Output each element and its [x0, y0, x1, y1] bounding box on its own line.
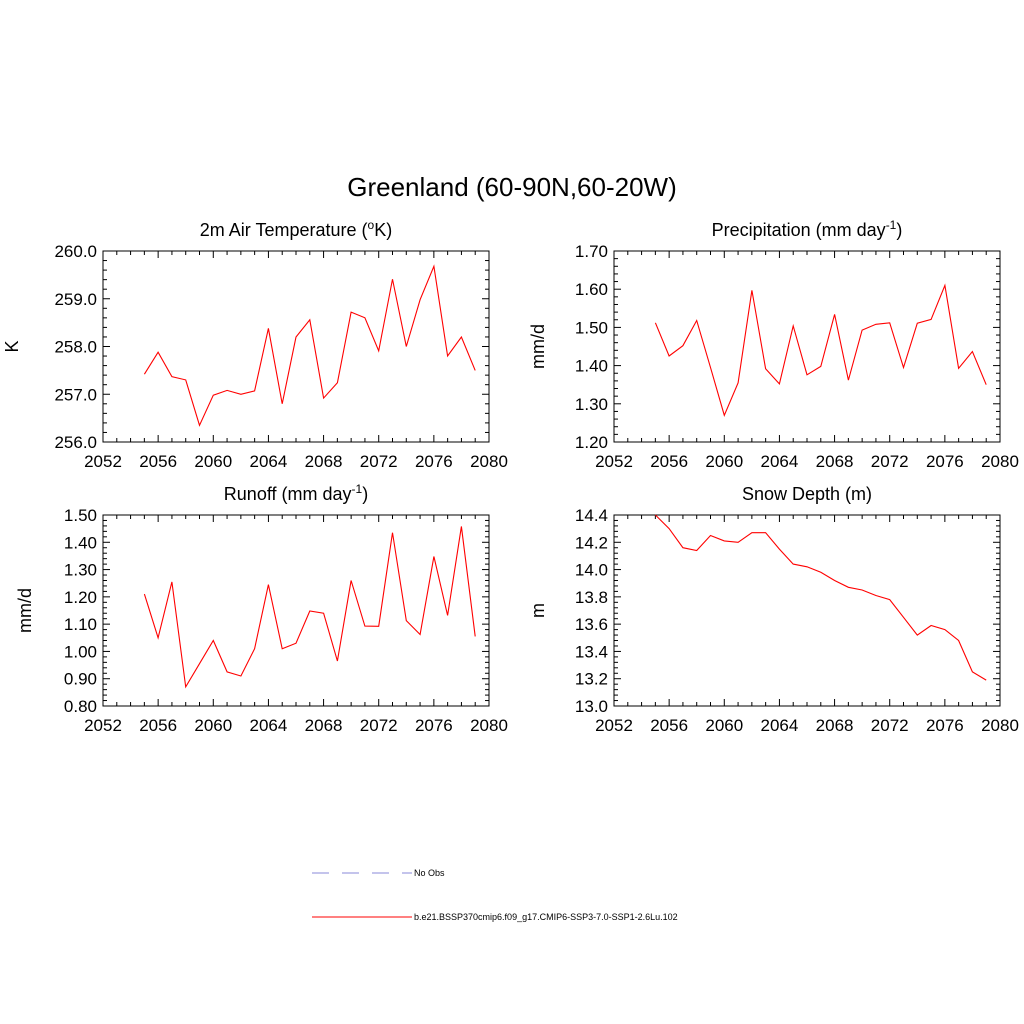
y-tick-label: 257.0	[54, 385, 97, 404]
panel-title: Runoff (mm day-1)	[224, 482, 368, 504]
y-tick-label: 1.10	[64, 615, 97, 634]
x-tick-label: 2080	[981, 452, 1019, 471]
panel-title: 2m Air Temperature (oK)	[200, 218, 392, 240]
x-tick-label: 2064	[761, 452, 799, 471]
x-tick-label: 2072	[871, 716, 909, 735]
x-tick-label: 2052	[84, 716, 122, 735]
y-tick-label: 1.30	[64, 561, 97, 580]
y-tick-label: 13.0	[575, 697, 608, 716]
panel-2: 2052 2056 2060 2064 2068 2072 2076 2080 1.20 1.30…	[528, 218, 1019, 471]
x-tick-label: 2072	[360, 716, 398, 735]
y-tick-label: 0.90	[64, 670, 97, 689]
y-tick-label: 1.30	[575, 395, 608, 414]
y-tick-label: 13.8	[575, 588, 608, 607]
panels: 2052 2056 2060 2064 2068 2072 2076 2080 256.0 257…	[2, 218, 1019, 735]
x-tick-label: 2056	[650, 716, 688, 735]
plot-frame	[613, 250, 1001, 443]
panel-1: 2052 2056 2060 2064 2068 2072 2076 2080 256.0 257…	[2, 218, 508, 471]
x-tick-label: 2064	[761, 716, 799, 735]
x-tick-label: 2052	[595, 716, 633, 735]
x-tick-label: 2064	[250, 716, 288, 735]
panel-3: 2052 2056 2060 2064 2068 2072 2076 2080 0.80 0.90…	[15, 482, 508, 735]
series-line	[654, 283, 987, 417]
x-tick-label: 2056	[139, 716, 177, 735]
series-line	[655, 514, 987, 681]
y-tick-label: 14.2	[575, 533, 608, 552]
main-title: Greenland (60-90N,60-20W)	[347, 172, 677, 202]
x-tick-label: 2076	[415, 452, 453, 471]
y-axis-label: m	[528, 603, 548, 618]
x-tick-label: 2076	[926, 452, 964, 471]
x-tick-label: 2080	[470, 716, 508, 735]
legend-model-label: b.e21.BSSP370cmip6.f09_g17.CMIP6-SSP3-7.…	[414, 912, 678, 922]
x-tick-label: 2068	[816, 452, 854, 471]
x-tick-label: 2072	[871, 452, 909, 471]
y-tick-label: 256.0	[54, 433, 97, 452]
y-tick-label: 13.4	[575, 642, 608, 661]
x-tick-label: 2068	[816, 716, 854, 735]
x-tick-label: 2068	[305, 716, 343, 735]
x-tick-label: 2060	[705, 452, 743, 471]
x-tick-label: 2080	[981, 716, 1019, 735]
plot-frame	[102, 250, 490, 443]
y-axis-label: K	[2, 340, 22, 352]
y-axis-label: mm/d	[15, 588, 35, 633]
x-tick-label: 2080	[470, 452, 508, 471]
x-tick-label: 2064	[250, 452, 288, 471]
y-tick-label: 1.70	[575, 242, 608, 261]
x-tick-label: 2076	[415, 716, 453, 735]
legend: No Obs b.e21.BSSP370cmip6.f09_g17.CMIP6-…	[312, 868, 678, 922]
panel-title: Precipitation (mm day-1)	[712, 218, 903, 240]
plot-frame	[613, 514, 1001, 707]
y-tick-label: 13.6	[575, 615, 608, 634]
y-axis-label: mm/d	[528, 324, 548, 369]
x-tick-label: 2060	[705, 716, 743, 735]
y-tick-label: 1.50	[64, 506, 97, 525]
x-tick-label: 2060	[194, 716, 232, 735]
y-tick-label: 14.0	[575, 561, 608, 580]
series-line	[143, 526, 476, 689]
y-tick-label: 1.60	[575, 280, 608, 299]
y-tick-label: 1.50	[575, 318, 608, 337]
y-tick-label: 0.80	[64, 697, 97, 716]
x-tick-label: 2056	[139, 452, 177, 471]
y-tick-label: 1.40	[575, 357, 608, 376]
x-tick-label: 2052	[84, 452, 122, 471]
y-tick-label: 1.20	[64, 588, 97, 607]
y-tick-label: 1.40	[64, 533, 97, 552]
series-line	[143, 264, 476, 427]
y-tick-label: 259.0	[54, 290, 97, 309]
x-tick-label: 2060	[194, 452, 232, 471]
x-tick-label: 2072	[360, 452, 398, 471]
y-tick-label: 1.20	[575, 433, 608, 452]
x-tick-label: 2056	[650, 452, 688, 471]
y-tick-label: 258.0	[54, 338, 97, 357]
x-tick-label: 2052	[595, 452, 633, 471]
plot-frame	[102, 514, 490, 707]
legend-obs-label: No Obs	[414, 868, 445, 878]
x-tick-label: 2076	[926, 716, 964, 735]
y-tick-label: 1.00	[64, 642, 97, 661]
y-tick-label: 14.4	[575, 506, 608, 525]
panel-title: Snow Depth (m)	[742, 484, 872, 504]
panel-4: 2052 2056 2060 2064 2068 2072 2076 2080 13.0 13.2…	[528, 484, 1019, 735]
y-tick-label: 13.2	[575, 670, 608, 689]
x-tick-label: 2068	[305, 452, 343, 471]
y-tick-label: 260.0	[54, 242, 97, 261]
